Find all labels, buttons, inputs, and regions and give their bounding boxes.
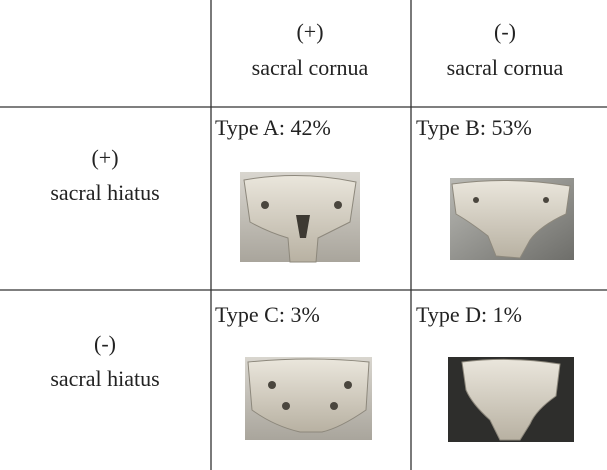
photo: [448, 357, 574, 442]
row-label: sacral hiatus: [50, 366, 159, 391]
column-label: sacral cornua: [447, 55, 564, 80]
column-sign: (+): [296, 19, 323, 44]
row-sign: (-): [94, 331, 116, 356]
cell-caption: Type D: 1%: [416, 302, 522, 327]
row-sign: (+): [91, 145, 118, 170]
row-label: sacral hiatus: [50, 180, 159, 205]
column-label: sacral cornua: [252, 55, 369, 80]
photo: [240, 172, 360, 263]
cell-caption: Type A: 42%: [215, 115, 331, 140]
cell-caption: Type C: 3%: [215, 302, 320, 327]
cell-caption: Type B: 53%: [416, 115, 532, 140]
column-sign: (-): [494, 19, 516, 44]
photo: [450, 178, 574, 260]
photo: [245, 357, 372, 440]
